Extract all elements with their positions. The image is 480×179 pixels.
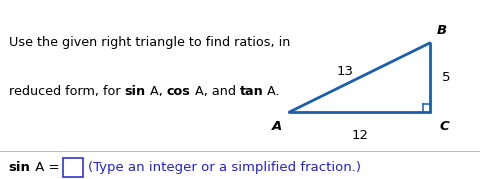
Text: (Type an integer or a simplified fraction.): (Type an integer or a simplified fractio… [88, 161, 361, 174]
Bar [63, 158, 84, 176]
Text: Use the given right triangle to find ratios, in: Use the given right triangle to find rat… [9, 36, 290, 49]
Text: sin: sin [125, 85, 146, 98]
Text: 13: 13 [336, 65, 353, 78]
Text: A,: A, [146, 85, 167, 98]
Text: B: B [437, 24, 447, 37]
Text: A, and: A, and [191, 85, 240, 98]
Text: 12: 12 [351, 129, 368, 142]
Text: tan: tan [240, 85, 264, 98]
Text: A: A [272, 120, 282, 133]
Text: C: C [440, 120, 449, 133]
Text: A.: A. [264, 85, 280, 98]
Text: A =: A = [31, 161, 63, 174]
Text: reduced form, for: reduced form, for [9, 85, 125, 98]
Text: cos: cos [167, 85, 191, 98]
Text: sin: sin [9, 161, 31, 174]
Text: 5: 5 [442, 71, 450, 84]
